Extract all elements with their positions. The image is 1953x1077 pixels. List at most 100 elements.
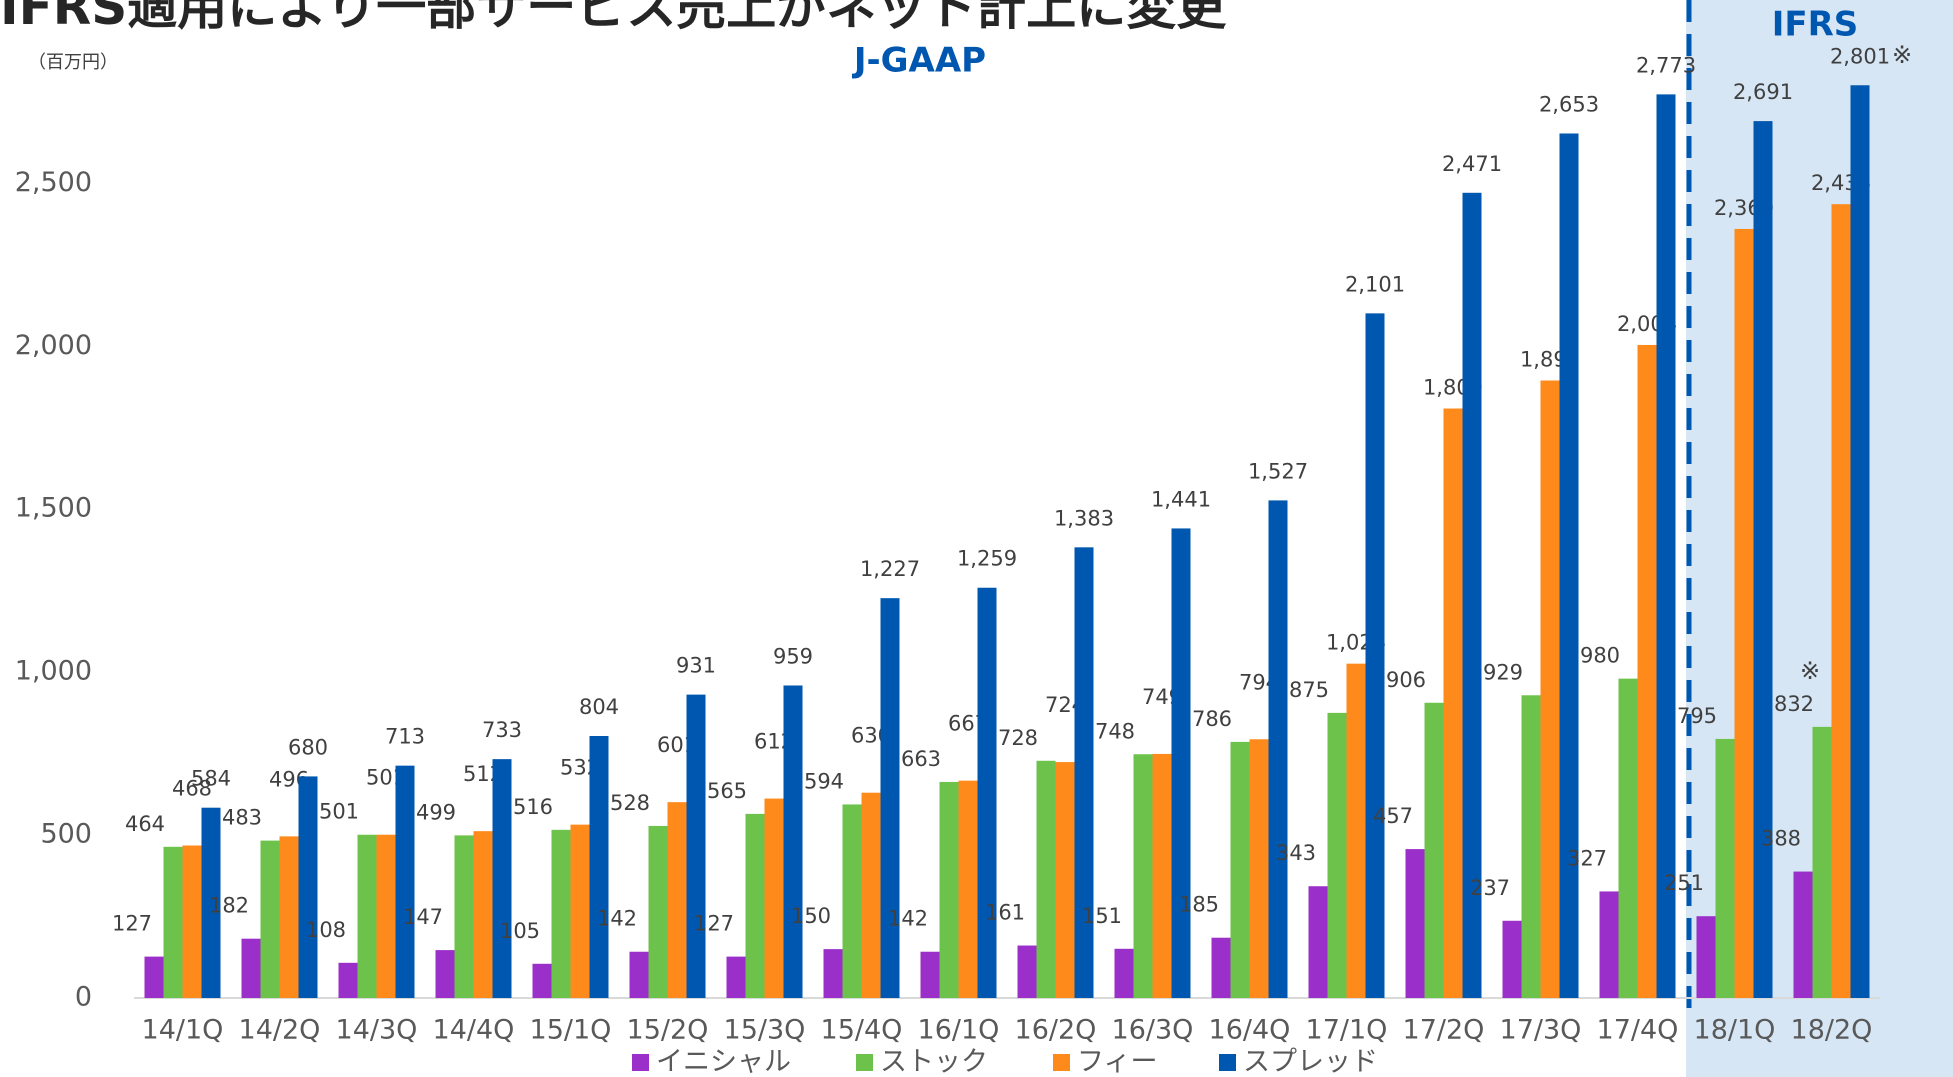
bar [1637, 344, 1657, 998]
value-label: 142 [888, 907, 928, 931]
period-label: J-GAAP [852, 41, 986, 81]
value-label: 2,471 [1442, 152, 1502, 176]
x-tick-label: 15/1Q [530, 1015, 612, 1046]
bar [1715, 738, 1735, 998]
value-label: 327 [1567, 846, 1607, 870]
bar [182, 845, 202, 998]
bar [1850, 85, 1870, 998]
value-label: 161 [985, 901, 1025, 925]
bar [1152, 753, 1172, 998]
bar [298, 776, 318, 998]
legend-swatch [1219, 1054, 1236, 1071]
value-label: 931 [676, 654, 716, 678]
bar [1656, 94, 1676, 999]
value-label: 501 [319, 800, 359, 824]
value-label: 237 [1470, 876, 1510, 900]
x-tick-label: 17/4Q [1597, 1015, 1679, 1046]
bar [726, 956, 746, 998]
bar [492, 759, 512, 998]
bar [1424, 702, 1444, 998]
bar [1462, 192, 1482, 999]
bar [1171, 528, 1191, 998]
bar [629, 951, 649, 998]
bar [648, 825, 668, 998]
value-label: 594 [804, 769, 844, 793]
value-label: 1,259 [957, 547, 1017, 571]
bar [201, 807, 221, 998]
bar [1308, 886, 1328, 998]
value-label: 108 [306, 918, 346, 942]
value-label: 906 [1386, 668, 1426, 692]
x-tick-label: 18/1Q [1694, 1015, 1776, 1046]
bar [1812, 726, 1832, 998]
value-label: 959 [773, 644, 813, 668]
bar [667, 802, 687, 998]
value-label: 150 [791, 904, 831, 928]
value-label: 464 [125, 812, 165, 836]
bar [920, 951, 940, 998]
value-label: 663 [901, 747, 941, 771]
y-tick-label: 2,000 [15, 330, 92, 361]
period-label: IFRS [1772, 5, 1859, 45]
bar [1599, 891, 1619, 998]
bar [1074, 547, 1094, 998]
value-label: 127 [694, 912, 734, 936]
value-label: 748 [1095, 719, 1135, 743]
x-tick-label: 15/2Q [627, 1015, 709, 1046]
value-label: 528 [610, 791, 650, 815]
value-label: 680 [288, 735, 328, 759]
bar [1521, 695, 1541, 998]
bar [861, 792, 881, 998]
legend-label: ストック [880, 1047, 988, 1077]
x-tick-label: 16/4Q [1209, 1015, 1291, 1046]
x-tick-label: 14/4Q [433, 1015, 515, 1046]
value-label: 565 [707, 779, 747, 803]
x-tick-label: 14/3Q [336, 1015, 418, 1046]
bar [1055, 762, 1075, 998]
value-label: 127 [112, 912, 152, 936]
bar [1618, 678, 1638, 998]
x-tick-label: 16/3Q [1112, 1015, 1194, 1046]
value-label: 584 [191, 767, 231, 791]
value-label: 1,441 [1151, 487, 1211, 511]
value-label: 832 [1774, 692, 1814, 716]
x-tick-label: 15/4Q [821, 1015, 903, 1046]
bar [939, 781, 959, 998]
bar [570, 824, 590, 998]
bar [1753, 121, 1773, 999]
value-label: 151 [1082, 904, 1122, 928]
bar [435, 950, 455, 998]
bar [338, 962, 358, 998]
bar [163, 846, 183, 998]
bar [357, 834, 377, 998]
value-label: 499 [416, 800, 456, 824]
y-tick-label: 500 [40, 819, 92, 850]
bar [842, 804, 862, 998]
x-tick-label: 17/1Q [1306, 1015, 1388, 1046]
bar [260, 840, 280, 998]
value-label: 468 [172, 776, 212, 800]
bar [1443, 408, 1463, 998]
value-label: 1,227 [860, 557, 920, 581]
x-tick-label: 17/3Q [1500, 1015, 1582, 1046]
bar [279, 836, 299, 998]
value-label: 182 [209, 894, 249, 918]
value-label: 142 [597, 907, 637, 931]
bar [395, 765, 415, 998]
value-label: 2,801 [1830, 44, 1890, 68]
bar [1365, 313, 1385, 999]
value-label: 713 [385, 725, 425, 749]
value-label: 980 [1580, 644, 1620, 668]
bar [1831, 204, 1851, 998]
bar [977, 587, 997, 998]
x-tick-label: 16/1Q [918, 1015, 1000, 1046]
bar [1734, 228, 1754, 998]
bar [376, 834, 396, 998]
bar [1017, 945, 1037, 998]
bar [686, 694, 706, 998]
value-label: 1,527 [1248, 459, 1308, 483]
bar [1559, 133, 1579, 999]
bar [1327, 712, 1347, 998]
bar [958, 780, 978, 998]
bar [1540, 380, 1560, 998]
